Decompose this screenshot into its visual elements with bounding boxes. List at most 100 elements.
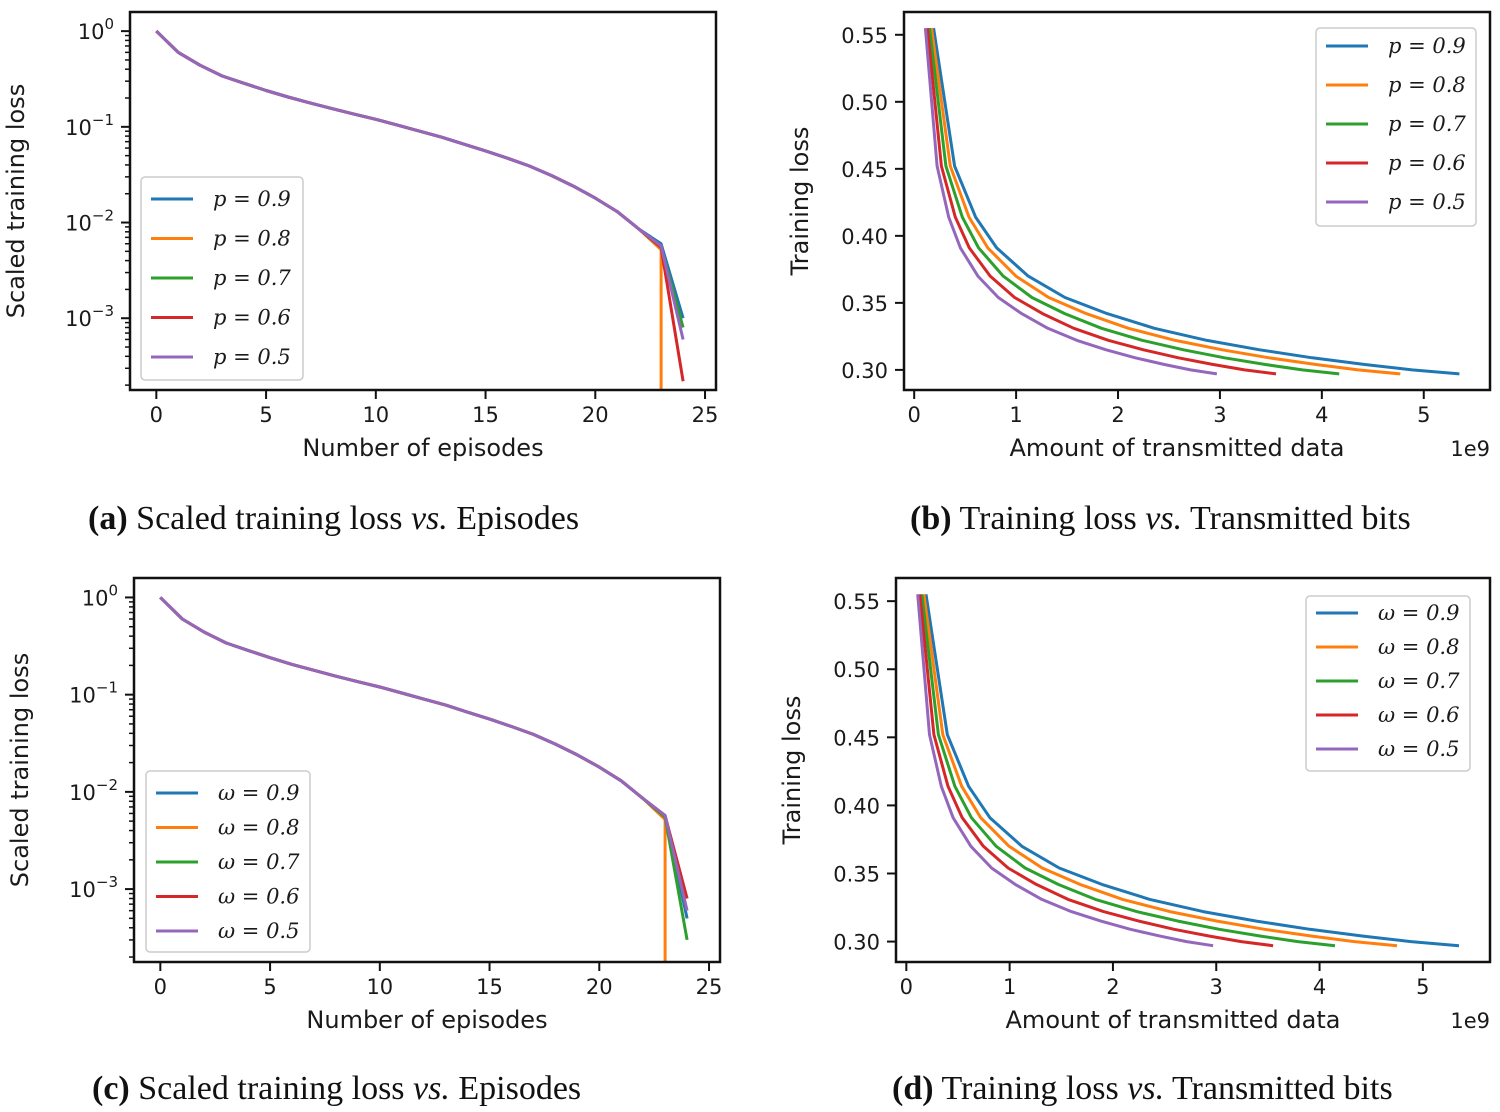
legend-label: p = 0.9 [213, 187, 291, 211]
y-tick-label: 10−2 [69, 776, 118, 805]
y-axis-label: Scaled training loss [6, 653, 34, 887]
x-tick-label: 10 [366, 975, 393, 999]
x-tick-label: 3 [1210, 975, 1223, 999]
legend-b: p = 0.9 p = 0.8 p = 0.7 p = 0.6 p = 0.5 [1315, 27, 1477, 227]
caption-c: (c) Scaled training loss vs. Episodes [92, 1070, 581, 1108]
y-tick-label: 10−3 [65, 302, 114, 331]
legend-label: p = 0.8 [1388, 73, 1466, 97]
legend-label: ω = 0.7 [218, 850, 300, 874]
x-tick-label: 25 [692, 403, 719, 427]
y-axis-label: Training loss [786, 127, 814, 277]
x-tick-label: 20 [582, 403, 609, 427]
caption-a-tag: (a) [88, 500, 128, 537]
y-tick-label: 10−2 [65, 207, 114, 236]
caption-c-post: Episodes [449, 1070, 582, 1107]
caption-b-vs: vs. [1145, 500, 1183, 537]
chart-b-group: 0 1 2 3 4 5 0.30 0.35 0.40 0.45 0.50 0.55 Amount of … [786, 10, 1492, 462]
legend-label: ω = 0.8 [218, 816, 299, 840]
caption-d-tag: (d) [892, 1070, 934, 1107]
y-axis-label: Scaled training loss [2, 84, 30, 318]
x-tick-label: 4 [1315, 403, 1328, 427]
legend-d: ω = 0.9 ω = 0.8 ω = 0.7 ω = 0.6 ω = 0.5 [1305, 595, 1471, 772]
caption-c-vs: vs. [413, 1070, 450, 1107]
caption-b-post: Transmitted bits [1182, 500, 1411, 537]
y-tick-label: 0.50 [833, 658, 880, 682]
y-tick-label: 0.50 [841, 91, 888, 115]
legend-label: p = 0.7 [1388, 112, 1466, 136]
caption-a-post: Episodes [447, 500, 580, 537]
x-tick-label: 0 [150, 403, 163, 427]
plot-area [159, 596, 689, 962]
y-tick-label: 0.55 [833, 590, 880, 614]
x-tick-label: 1 [1009, 403, 1022, 427]
chart-a-group: 0 5 10 15 20 25 100 10−1 10−2 10−3 Number of episo… [2, 10, 719, 462]
legend-box [1315, 27, 1477, 227]
series-line-d-3 [918, 594, 1274, 948]
x-tick-label: 0 [900, 975, 913, 999]
y-tick-label: 0.30 [833, 931, 880, 955]
x-axis-label: Amount of transmitted data [1006, 1006, 1341, 1034]
x-tick-label: 0 [154, 975, 167, 999]
legend-label: ω = 0.6 [1378, 703, 1459, 727]
y-tick-label: 0.45 [841, 158, 888, 182]
y-tick-label: 0.55 [841, 24, 888, 48]
caption-b-pre: Training loss [951, 500, 1146, 537]
caption-d: (d) Training loss vs. Transmitted bits [892, 1070, 1393, 1108]
x-tick-label: 5 [1416, 975, 1429, 999]
y-tick-label: 10−1 [65, 111, 114, 140]
series-line-b-4 [923, 27, 1218, 376]
caption-a: (a) Scaled training loss vs. Episodes [88, 500, 579, 538]
legend-label: p = 0.9 [1388, 34, 1466, 58]
legend-box [1305, 595, 1471, 772]
legend-label: p = 0.7 [213, 266, 291, 290]
caption-d-vs: vs. [1127, 1070, 1165, 1107]
chart-c-group: 0 5 10 15 20 25 100 10−1 10−2 10−3 Number of episo… [6, 576, 722, 1034]
series-line-d-2 [920, 594, 1336, 948]
caption-c-tag: (c) [92, 1070, 130, 1107]
y-tick-label: 0.45 [833, 726, 880, 750]
x-offset-text: 1e9 [1450, 1009, 1490, 1033]
caption-d-post: Transmitted bits [1164, 1070, 1393, 1107]
caption-c-pre: Scaled training loss [129, 1070, 414, 1107]
legend-label: p = 0.6 [1388, 151, 1466, 175]
plot-area [923, 27, 1460, 376]
series-line-b-2 [928, 27, 1340, 376]
y-axis-label: Training loss [778, 696, 806, 846]
caption-a-vs: vs. [410, 500, 448, 537]
y-tick-label: 0.40 [841, 225, 888, 249]
legend-label: ω = 0.5 [218, 919, 299, 943]
legend-label: ω = 0.7 [1378, 669, 1460, 693]
series-line-b-3 [925, 27, 1277, 376]
series-line-a-4 [155, 30, 685, 340]
plot-frame [894, 576, 1492, 964]
x-axis-label: Number of episodes [306, 1006, 547, 1034]
legend-label: p = 0.6 [213, 306, 291, 330]
plot-frame [128, 10, 718, 392]
legend-label: p = 0.5 [213, 345, 291, 369]
x-tick-label: 15 [472, 403, 499, 427]
legend-box [145, 770, 311, 953]
series-line-c-4 [159, 596, 689, 912]
plot-area [916, 594, 1460, 948]
caption-a-pre: Scaled training loss [127, 500, 411, 537]
caption-b-tag: (b) [910, 500, 952, 537]
legend-c: ω = 0.9 ω = 0.8 ω = 0.7 ω = 0.6 ω = 0.5 [145, 770, 311, 953]
x-offset-text: 1e9 [1450, 437, 1490, 461]
y-tick-label: 100 [82, 581, 118, 610]
x-tick-label: 2 [1111, 403, 1124, 427]
x-tick-label: 5 [1417, 403, 1430, 427]
legend-label: ω = 0.8 [1378, 635, 1459, 659]
x-tick-label: 5 [259, 403, 272, 427]
legend-label: p = 0.5 [1388, 190, 1466, 214]
y-tick-label: 0.35 [841, 292, 888, 316]
y-tick-label: 100 [78, 15, 114, 44]
legend-label: ω = 0.9 [1378, 601, 1459, 625]
legend-a: p = 0.9 p = 0.8 p = 0.7 p = 0.6 p = 0.5 [140, 176, 304, 381]
legend-label: ω = 0.9 [218, 781, 299, 805]
x-tick-label: 5 [263, 975, 276, 999]
y-tick-label: 0.30 [841, 359, 888, 383]
x-tick-label: 1 [1003, 975, 1016, 999]
legend-label: ω = 0.6 [218, 885, 299, 909]
legend-label: p = 0.8 [213, 227, 291, 251]
